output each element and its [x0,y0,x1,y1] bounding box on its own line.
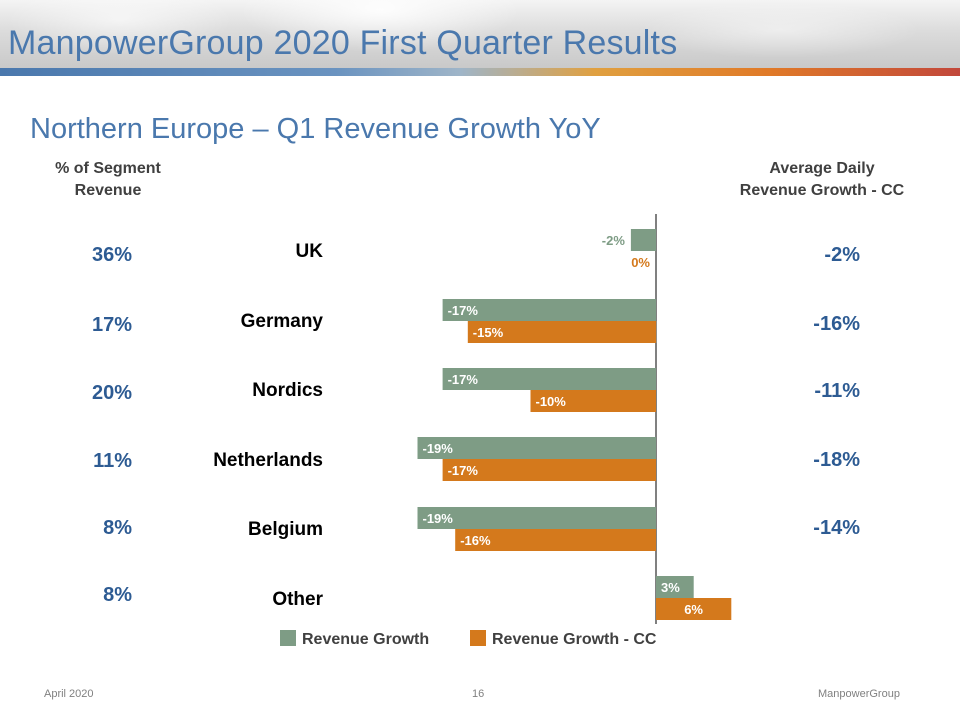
data-label-nordics-series-1: -17% [448,372,479,387]
avg-daily-growth-header: Average Daily Revenue Growth - CC [739,160,905,199]
avg-growth-uk: -2% [824,244,860,266]
avg-growth-nordics: -11% [814,380,860,402]
bar-other-series-2 [656,598,732,620]
bar-nordics-series-1 [442,368,656,390]
bar-germany-series-2 [467,321,657,343]
avg-growth-netherlands: -18% [813,449,860,471]
avg-growth-belgium: -14% [813,517,860,539]
bar-uk-series-1 [630,229,656,251]
bar-netherlands-series-1 [417,437,656,459]
bar-netherlands-series-2 [442,459,656,481]
legend-item-revenue-growth: Revenue Growth [280,630,429,649]
segment-pct-germany: 17% [91,314,132,336]
country-label-other: Other [272,589,323,610]
segment-pct-other: 8% [103,584,132,606]
data-label-nordics-series-2: -10% [536,394,567,409]
country-label-nordics: Nordics [252,380,323,401]
segment-revenue-header: % of Segment Revenue [55,160,161,199]
bar-belgium-series-1 [417,507,656,529]
country-label-germany: Germany [240,311,323,332]
segment-pct-netherlands: 11% [93,450,132,472]
data-label-uk-series-1: -2% [602,233,626,248]
legend-swatch-revenue-growth [280,630,296,646]
data-label-uk-series-2: 0% [631,255,650,270]
bar-nordics-series-2 [530,390,656,412]
segment-pct-belgium: 8% [103,517,132,539]
country-label-belgium: Belgium [248,519,323,540]
bar-belgium-series-2 [455,529,656,551]
data-label-netherlands-series-1: -19% [423,441,454,456]
footer-date: April 2020 [44,688,94,700]
segment-pct-uk: 36% [91,244,132,266]
bar-other-series-1 [656,576,694,598]
country-label-uk: UK [295,241,323,262]
data-label-belgium-series-2: -16% [460,533,491,548]
title-banner: ManpowerGroup 2020 First Quarter Results [0,0,960,68]
avg-growth-germany: -16% [813,313,860,335]
data-label-other-series-2: 6% [684,602,703,617]
data-label-netherlands-series-2: -17% [448,463,479,478]
slide-title: ManpowerGroup 2020 First Quarter Results [8,24,678,62]
data-label-belgium-series-1: -19% [423,511,454,526]
segment-pct-nordics: 20% [91,382,132,404]
legend-item-revenue-growth-cc: Revenue Growth - CC [470,630,656,649]
bar-germany-series-1 [442,299,656,321]
legend-label-revenue-growth: Revenue Growth [302,631,430,648]
legend-label-revenue-growth-cc: Revenue Growth - CC [492,631,657,648]
chart-subtitle: Northern Europe – Q1 Revenue Growth YoY [30,113,601,145]
data-label-other-series-1: 3% [661,580,680,595]
page-number: 16 [472,688,485,700]
data-label-germany-series-2: -15% [473,325,504,340]
country-label-netherlands: Netherlands [213,450,323,471]
color-strip [0,68,960,76]
legend-swatch-revenue-growth-cc [470,630,486,646]
footer-company: ManpowerGroup [818,688,900,700]
data-label-germany-series-1: -17% [448,303,479,318]
